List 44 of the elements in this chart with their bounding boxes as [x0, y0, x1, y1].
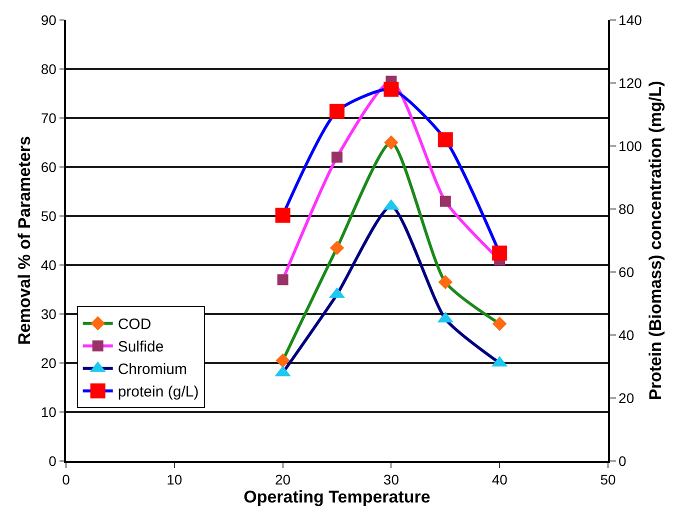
point [384, 135, 398, 150]
legend-label: COD [118, 316, 152, 334]
legend-label: protein (g/L) [118, 384, 199, 401]
point [384, 82, 399, 97]
x-tick-label: 0 [62, 472, 70, 488]
y-tick-label: 80 [40, 60, 57, 77]
point [492, 316, 507, 331]
y-tick-label: 0 [48, 452, 57, 469]
legend-label: Chromium [118, 361, 188, 378]
x-axis-title: Operating Temperature [244, 488, 430, 507]
point [276, 353, 290, 368]
y-tick-label: 20 [40, 354, 57, 371]
y-axis-title: Removal % of Parameters [14, 136, 34, 345]
x-tick-label: 20 [275, 472, 291, 488]
y-tick-label: 90 [40, 12, 57, 28]
y2-tick-label: 140 [618, 12, 642, 28]
y-tick-label: 50 [40, 208, 57, 224]
y-tick-label: 10 [40, 404, 57, 420]
y2-tick-label: 120 [618, 74, 642, 91]
y2-tick-label: 100 [618, 138, 642, 154]
point [330, 240, 344, 255]
y2-tick-label: 40 [618, 326, 634, 343]
point [438, 132, 453, 148]
point [440, 196, 451, 207]
point [275, 208, 290, 223]
x-tick-label: 30 [383, 472, 400, 488]
point [492, 246, 508, 261]
x-tick-label: 50 [600, 472, 616, 488]
point [438, 275, 453, 290]
point [277, 274, 288, 286]
y-tick-label: 40 [40, 256, 57, 273]
y2-tick-label: 60 [618, 264, 634, 280]
y2-tick-label: 0 [618, 452, 627, 469]
point [332, 152, 342, 163]
y-tick-label: 30 [40, 306, 57, 322]
y2-axis-title: Protein (Biomass) concentration (mg/L) [646, 80, 666, 400]
y2-tick-label: 80 [618, 200, 634, 217]
y2-tick-label: 20 [618, 390, 634, 406]
y-tick-label: 60 [40, 158, 57, 175]
point [330, 104, 344, 119]
legend-label: Sulfide [118, 338, 164, 356]
x-tick-label: 40 [492, 472, 508, 488]
x-tick-label: 10 [166, 472, 182, 488]
y-tick-label: 70 [40, 110, 57, 126]
